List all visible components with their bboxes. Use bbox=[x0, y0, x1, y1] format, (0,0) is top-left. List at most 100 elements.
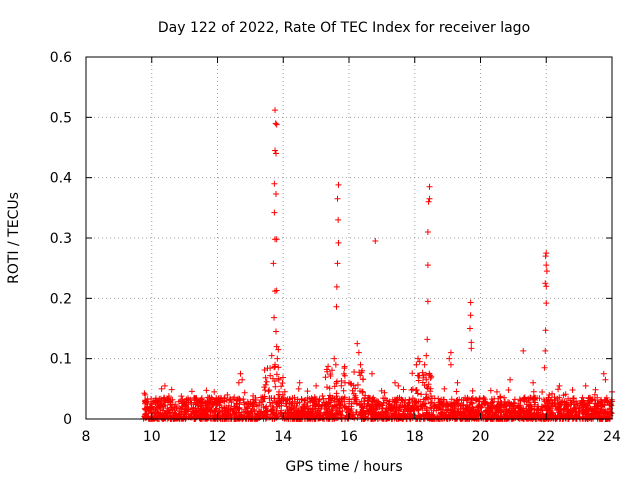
grid-layer bbox=[86, 57, 612, 419]
y-tick-label: 0.1 bbox=[50, 352, 72, 368]
x-tick-label: 12 bbox=[209, 429, 227, 445]
data-point bbox=[332, 361, 339, 368]
data-point bbox=[416, 358, 423, 365]
data-point bbox=[543, 268, 550, 275]
data-point bbox=[600, 370, 607, 377]
data-point bbox=[346, 379, 352, 386]
data-point bbox=[270, 260, 277, 267]
data-point bbox=[582, 382, 589, 389]
data-point bbox=[454, 379, 461, 386]
data-point bbox=[468, 345, 475, 352]
data-point bbox=[357, 361, 364, 368]
data-point bbox=[543, 262, 550, 269]
data-point bbox=[235, 379, 242, 386]
data-point bbox=[493, 388, 500, 395]
data-point bbox=[272, 107, 279, 114]
data-point bbox=[268, 352, 275, 359]
data-point bbox=[334, 260, 341, 267]
data-point bbox=[441, 385, 448, 392]
data-point bbox=[421, 361, 428, 368]
data-point bbox=[313, 382, 320, 389]
data-point bbox=[467, 299, 474, 306]
data-point bbox=[447, 349, 454, 356]
data-point bbox=[446, 355, 453, 362]
data-point bbox=[569, 387, 576, 394]
data-point bbox=[424, 336, 431, 343]
data-point bbox=[530, 379, 537, 386]
data-point bbox=[273, 343, 280, 350]
y-tick-label: 0 bbox=[63, 412, 72, 428]
data-point bbox=[424, 228, 431, 235]
data-point bbox=[466, 325, 473, 332]
data-point bbox=[191, 394, 198, 401]
data-point bbox=[178, 393, 185, 400]
data-point bbox=[408, 387, 415, 394]
data-point bbox=[333, 283, 340, 290]
x-tick-label: 14 bbox=[274, 429, 292, 445]
data-point bbox=[542, 347, 549, 354]
x-tick-label: 10 bbox=[143, 429, 161, 445]
data-point bbox=[543, 250, 550, 257]
data-point bbox=[359, 367, 366, 374]
data-point bbox=[541, 364, 548, 371]
data-point bbox=[355, 349, 362, 356]
data-point bbox=[273, 190, 280, 197]
data-point bbox=[273, 287, 280, 294]
data-point bbox=[333, 303, 340, 310]
y-axis-label: ROTI / TECUs bbox=[6, 192, 22, 284]
axis-ticks: 8 10 12 14 16 18 20 22 24 0 0.1 0.2 0.3 0.4 0.5 0.6 bbox=[50, 50, 621, 445]
data-point bbox=[272, 361, 279, 368]
data-point bbox=[272, 147, 279, 154]
data-point bbox=[543, 300, 550, 307]
data-point bbox=[413, 361, 420, 368]
data-point bbox=[602, 376, 609, 383]
data-point bbox=[335, 239, 342, 246]
data-point bbox=[556, 382, 563, 389]
data-point bbox=[161, 382, 168, 389]
data-point bbox=[542, 280, 549, 287]
data-point bbox=[467, 312, 474, 319]
chart-title: Day 122 of 2022, Rate Of TEC Index for r… bbox=[158, 20, 530, 36]
data-point bbox=[415, 355, 422, 362]
data-point bbox=[334, 195, 341, 202]
y-tick-label: 0.4 bbox=[50, 171, 72, 187]
data-point bbox=[239, 376, 246, 383]
data-point bbox=[272, 120, 279, 127]
data-point bbox=[543, 283, 550, 290]
data-point bbox=[423, 352, 430, 359]
x-tick-label: 22 bbox=[537, 429, 555, 445]
data-point bbox=[542, 327, 549, 334]
data-point bbox=[424, 298, 431, 305]
y-tick-label: 0.6 bbox=[50, 50, 72, 66]
dense-band-markers bbox=[140, 363, 615, 422]
data-point bbox=[271, 314, 278, 321]
data-point bbox=[158, 385, 165, 392]
data-point bbox=[369, 370, 376, 377]
data-point bbox=[395, 382, 402, 389]
y-tick-label: 0.3 bbox=[50, 231, 72, 247]
data-point bbox=[426, 183, 433, 190]
data-point bbox=[520, 347, 527, 354]
data-point bbox=[426, 195, 433, 202]
data-point bbox=[447, 361, 454, 368]
data-point bbox=[142, 391, 149, 398]
data-point bbox=[542, 253, 549, 260]
data-point bbox=[271, 209, 278, 216]
data-point bbox=[273, 150, 280, 157]
x-tick-label: 24 bbox=[603, 429, 621, 445]
data-point bbox=[273, 121, 280, 128]
data-point bbox=[275, 346, 282, 353]
data-point bbox=[335, 181, 342, 188]
data-point bbox=[425, 198, 432, 205]
data-point bbox=[271, 180, 278, 187]
data-points bbox=[142, 107, 615, 401]
data-point bbox=[273, 328, 280, 335]
data-point bbox=[224, 391, 231, 398]
data-point bbox=[507, 376, 514, 383]
data-point bbox=[335, 216, 342, 223]
data-point bbox=[372, 238, 379, 245]
data-point bbox=[237, 370, 244, 377]
x-tick-label: 8 bbox=[82, 429, 91, 445]
data-point bbox=[468, 339, 475, 346]
